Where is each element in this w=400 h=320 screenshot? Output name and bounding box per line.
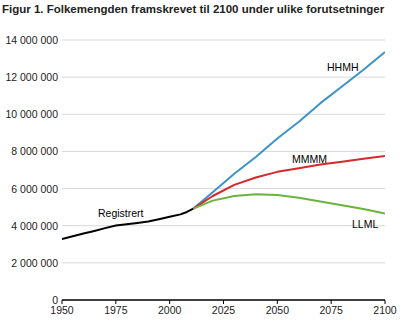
- x-tick-label: 2075: [319, 304, 343, 316]
- series-line: [193, 52, 385, 209]
- series-label: Registrert: [98, 207, 144, 219]
- series-line: [193, 156, 385, 209]
- grid-line: [62, 114, 385, 115]
- y-tick-label: 12 000 000: [5, 71, 58, 83]
- y-tick-label: 14 000 000: [5, 34, 58, 46]
- x-tick-label: 1975: [104, 304, 128, 316]
- grid-line: [62, 40, 385, 41]
- grid-line: [62, 77, 385, 78]
- x-tick-label: 2025: [212, 304, 236, 316]
- plot-area: [62, 52, 385, 239]
- y-tick-label: 6 000 000: [11, 183, 58, 195]
- y-tick-label: 8 000 000: [11, 145, 58, 157]
- x-tick-label: 2000: [158, 304, 182, 316]
- grid-line: [62, 188, 385, 189]
- title: Figur 1. Folkemengden framskrevet til 21…: [2, 3, 385, 15]
- y-tick-label: 2 000 000: [11, 257, 58, 269]
- x-tick-label: 2100: [373, 304, 397, 316]
- series-line: [193, 194, 385, 214]
- x-tick-label: 1950: [50, 304, 74, 316]
- x-tick-label: 2050: [266, 304, 290, 316]
- grid-line: [62, 151, 385, 152]
- grid-line: [62, 262, 385, 263]
- series-label: MMMM: [292, 153, 327, 165]
- y-tick-label: 10 000 000: [5, 108, 58, 120]
- series-label: HHMH: [327, 61, 359, 73]
- y-tick-label: 4 000 000: [11, 220, 58, 232]
- chart: Figur 1. Folkemengden framskrevet til 21…: [0, 0, 400, 320]
- series-label: LLML: [352, 218, 378, 230]
